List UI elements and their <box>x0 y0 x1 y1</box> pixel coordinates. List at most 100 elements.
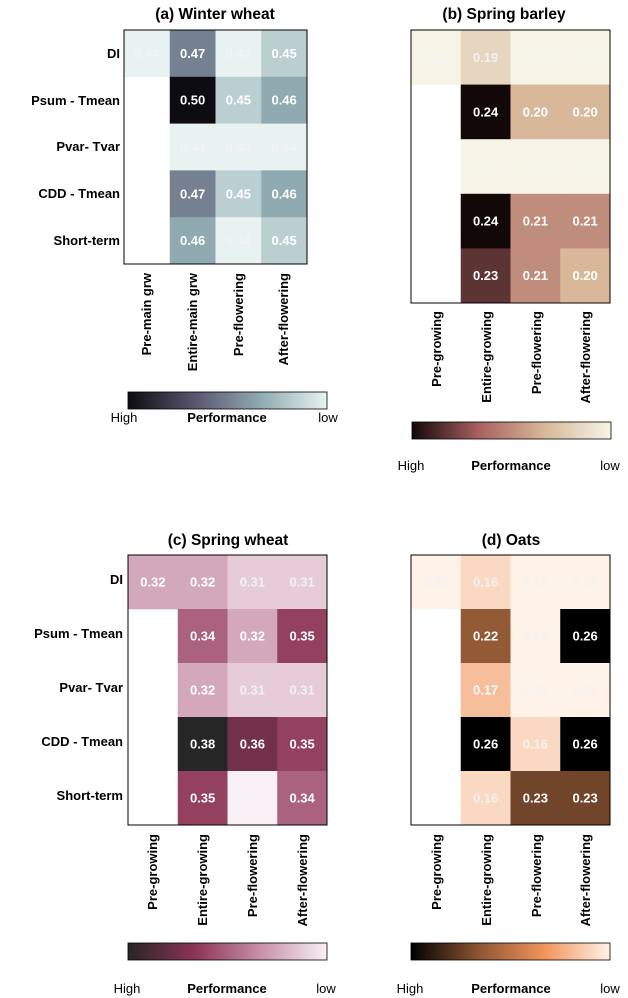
panel-a-heatmap-cell <box>169 170 216 218</box>
panel-a-column-label: Pre-main grw <box>139 272 154 355</box>
panel-b-heatmap-cell <box>510 139 561 195</box>
panel-a-cell-value-label: 0.45 <box>271 233 296 248</box>
panel-a-heatmap-cell <box>169 217 216 265</box>
panel-a-heatmap-cell <box>169 123 216 171</box>
panel-a-row-label: Pvar- Tvar <box>56 139 120 154</box>
panel-a-cell-value-label: 0.46 <box>180 233 205 248</box>
panel-d-heatmap-cell <box>560 663 611 718</box>
panel-a-row-label: DI <box>107 46 120 61</box>
panel-b-cells: 0.18 0.19 0.18 0.18 0.24 0.20 0.20 0.18 0.18 0.18… <box>411 30 611 304</box>
panel-a-row-label: Short-term <box>54 233 120 248</box>
panel-a-cell-value-label: 0.44 <box>226 46 252 61</box>
panel-c-row-label: Psum - Tmean <box>34 626 123 641</box>
panel-b-cell-value-label: 0.18 <box>423 50 448 65</box>
panel-d-colorbar-high-label: High <box>397 981 424 996</box>
panel-d-heatmap-cell <box>510 555 561 610</box>
panel-b-frame <box>410 29 611 304</box>
panel-c-heatmap-cell <box>128 555 179 610</box>
panel-d-column-label: Pre-growing <box>429 834 444 910</box>
panel-a-heatmap-cell <box>124 30 171 78</box>
panel-c-cell-value-label: 0.35 <box>289 629 314 644</box>
panel-c-cell-value-label: 0.38 <box>190 737 215 752</box>
panel-b-cell-value-label: 0.23 <box>473 268 498 283</box>
panel-d-cell-value-label: 0.26 <box>473 737 498 752</box>
panel-a-heatmap-cell <box>215 217 262 265</box>
panel-b-colorbar-gradient <box>411 421 612 440</box>
panel-a-cell-value-label: 0.45 <box>271 46 296 61</box>
panel-c-cells: 0.32 0.32 0.31 0.31 0.34 0.32 0.35 0.32 0.31 0.31… <box>128 555 328 826</box>
panel-d-cell-value-label: 0.23 <box>572 791 597 806</box>
panel-c-column-label: Pre-flowering <box>245 834 260 917</box>
panel-a-cell-value-label: 0.44 <box>271 140 297 155</box>
panel-d-column-label: Pre-flowering <box>529 834 544 917</box>
panel-c-heatmap-cell <box>177 771 228 826</box>
panel-c-cell-value-label: 0.35 <box>289 737 314 752</box>
panel-d-cell-value-label: 0.16 <box>473 791 498 806</box>
panel-d-heatmap-cell <box>560 609 611 664</box>
panel-a-row-labels: DI Psum - Tmean Pvar- Tvar CDD - Tmean S… <box>31 46 120 248</box>
panel-d-cell-value-label: 0.15 <box>523 683 548 698</box>
panel-c-heatmap-cell <box>227 663 278 718</box>
panel-d-heatmap-cell <box>510 717 561 772</box>
panel-c-heatmap-cell <box>227 717 278 772</box>
panel-oats: (d) Oats 0.15 0.16 0.15 0.150.22 0.15 0.260.1… <box>397 532 621 996</box>
panel-b-heatmap-cell <box>560 193 611 249</box>
panel-d-frame <box>410 554 611 826</box>
panel-a-heatmap-cell <box>215 123 262 171</box>
panel-b-cell-value-label: 0.18 <box>473 159 498 174</box>
panel-c-column-label: Entire-growing <box>195 834 210 926</box>
panel-b-column-label: Pre-flowering <box>529 311 544 394</box>
panel-a-cell-value-label: 0.44 <box>226 140 252 155</box>
panel-winter-wheat: (a) Winter wheat 0.44 0.47 0.44 0.450.50 0.4… <box>31 6 338 425</box>
panel-b-heatmap-cell <box>510 193 561 249</box>
panel-b-title: (b) Spring barley <box>442 6 566 23</box>
panel-c-heatmap-cell <box>227 771 278 826</box>
panel-d-cell-value-label: 0.23 <box>523 791 548 806</box>
panel-d-heatmap-cell <box>510 663 561 718</box>
panel-a-heatmap-cell <box>261 170 308 218</box>
panel-c-cell-value-label: 0.32 <box>140 575 165 590</box>
panel-a-cell-value-label: 0.45 <box>226 186 251 201</box>
panel-c-cell-value-label: 0.32 <box>190 683 215 698</box>
panel-c-row-label: CDD - Tmean <box>41 734 123 749</box>
panel-a-cell-value-label: 0.47 <box>180 186 205 201</box>
panel-d-colorbar-title: Performance <box>471 981 550 996</box>
panel-b-heatmap-cell <box>510 30 561 85</box>
panel-c-heatmap-cell <box>277 663 328 718</box>
panel-a-heatmap-cell <box>169 76 216 124</box>
panel-a-heatmap-cell <box>261 123 308 171</box>
panel-c-cell-value-label: 0.30 <box>240 791 265 806</box>
panel-d-cell-value-label: 0.15 <box>423 575 448 590</box>
panel-a-cell-value-label: 0.47 <box>180 46 205 61</box>
panel-c-colorbar-low-label: low <box>316 981 336 996</box>
panel-d-heatmap-cell <box>460 771 511 826</box>
panel-b-cell-value-label: 0.20 <box>523 104 548 119</box>
panel-d-cell-value-label: 0.26 <box>572 629 597 644</box>
panel-c-row-label: Short-term <box>57 788 123 803</box>
panel-b-cell-value-label: 0.18 <box>572 50 597 65</box>
panel-a-cell-value-label: 0.46 <box>271 93 296 108</box>
panel-d-cell-value-label: 0.15 <box>572 575 597 590</box>
panel-a-colorbar-high-label: High <box>111 410 138 425</box>
panel-c-colorbar-high-label: High <box>114 981 141 996</box>
panel-a-heatmap-cell <box>261 30 308 78</box>
panel-b-cell-value-label: 0.18 <box>523 159 548 174</box>
panel-c-colorbar-gradient <box>127 942 328 961</box>
panel-b-heatmap-cell <box>560 248 611 304</box>
panel-spring-wheat: (c) Spring wheat 0.32 0.32 0.31 0.310.34 0.3… <box>34 532 336 996</box>
panel-b-colorbar-high-label: High <box>398 458 425 473</box>
panel-a-heatmap-cell <box>215 76 262 124</box>
panel-d-column-labels: Pre-growing Entire-growing Pre-flowering… <box>429 834 593 927</box>
panel-d-colorbar-gradient <box>410 942 611 961</box>
panel-a-column-labels: Pre-main grw Entire-main grw Pre-floweri… <box>139 272 291 371</box>
panel-c-cell-value-label: 0.34 <box>289 791 315 806</box>
panel-d-heatmap-cell <box>460 609 511 664</box>
panel-d-cell-value-label: 0.22 <box>473 629 498 644</box>
panel-b-column-labels: Pre-growing Entire-growing Pre-flowering… <box>429 311 593 404</box>
panel-a-row-label: Psum - Tmean <box>31 93 120 108</box>
panel-c-cell-value-label: 0.31 <box>289 575 314 590</box>
panel-b-cell-value-label: 0.18 <box>572 159 597 174</box>
panel-b-heatmap-cell <box>460 139 511 195</box>
panel-c-cell-value-label: 0.31 <box>240 683 265 698</box>
panel-b-heatmap-cell <box>560 84 611 140</box>
